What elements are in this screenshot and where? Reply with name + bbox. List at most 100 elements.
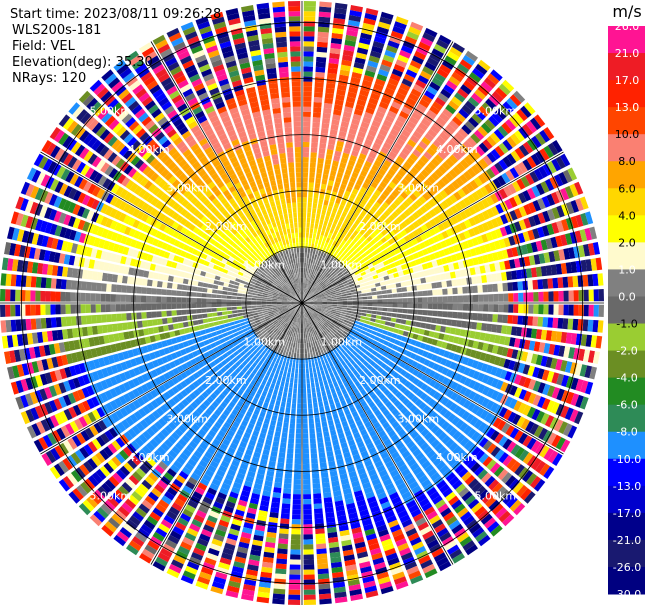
gate-cell xyxy=(303,579,316,585)
gate-cell xyxy=(430,157,440,167)
gate-cell xyxy=(522,190,532,202)
gate-cell xyxy=(407,232,415,240)
gate-cell xyxy=(277,390,283,397)
gate-cell xyxy=(281,396,287,403)
gate-cell xyxy=(314,81,324,88)
gate-cell xyxy=(388,327,395,332)
gate-cell xyxy=(274,431,281,438)
gate-cell xyxy=(292,514,301,520)
gate-cell xyxy=(342,300,348,303)
gate-cell xyxy=(308,342,312,348)
gate-cell xyxy=(313,192,319,199)
gate-cell xyxy=(306,283,310,289)
gate-cell xyxy=(387,168,396,177)
gate-cell xyxy=(360,198,368,206)
gate-cell xyxy=(423,395,432,404)
gate-cell xyxy=(306,283,309,289)
gate-cell xyxy=(329,129,338,136)
gate-cell xyxy=(357,94,368,102)
gate-cell xyxy=(302,423,308,429)
gate-cell xyxy=(299,363,302,369)
gate-cell xyxy=(378,168,387,176)
gate-cell xyxy=(552,453,563,466)
gate-cell xyxy=(320,310,326,314)
gate-cell xyxy=(580,259,588,272)
gate-cell xyxy=(504,199,513,210)
gate-cell xyxy=(434,168,444,178)
gate-cell xyxy=(447,296,453,303)
gate-cell xyxy=(303,16,316,22)
gate-cell xyxy=(372,274,379,280)
gate-cell xyxy=(441,161,451,171)
gate-cell xyxy=(388,151,398,159)
gate-cell xyxy=(326,307,332,310)
gate-cell xyxy=(363,335,370,341)
gate-cell xyxy=(503,185,513,197)
gate-cell xyxy=(578,304,584,317)
gate-cell xyxy=(325,281,331,286)
gate-cell xyxy=(432,363,440,371)
gate-cell xyxy=(477,341,484,351)
gate-cell xyxy=(373,115,383,124)
gate-cell xyxy=(486,135,497,147)
gate-cell xyxy=(428,388,437,397)
gate-cell xyxy=(440,273,446,281)
gate-cell xyxy=(318,376,323,382)
gate-cell xyxy=(423,151,433,161)
gate-cell xyxy=(323,314,329,318)
gate-cell xyxy=(522,404,532,416)
gate-cell xyxy=(400,319,407,325)
gate-cell xyxy=(294,458,302,465)
gate-cell xyxy=(375,286,382,291)
gate-cell xyxy=(306,222,310,228)
gate-cell xyxy=(314,76,325,83)
gate-cell xyxy=(377,232,384,240)
gate-cell xyxy=(446,389,454,399)
gate-cell xyxy=(324,279,330,284)
gate-cell xyxy=(356,239,363,246)
gate-cell xyxy=(395,16,409,26)
gate-cell xyxy=(322,252,327,258)
gate-cell xyxy=(324,92,334,99)
gate-cell xyxy=(427,303,433,310)
gate-cell xyxy=(373,201,381,209)
gate-cell xyxy=(525,268,533,278)
gate-cell xyxy=(512,281,519,291)
gate-cell xyxy=(335,288,341,292)
gate-cell xyxy=(343,218,350,225)
gate-cell xyxy=(324,271,329,277)
gate-cell xyxy=(408,254,415,261)
gate-cell xyxy=(492,314,498,323)
gate-cell xyxy=(552,140,563,153)
gate-cell xyxy=(316,307,322,310)
gate-cell xyxy=(514,258,521,268)
gate-cell xyxy=(284,478,292,484)
gate-cell xyxy=(532,316,539,327)
gate-cell xyxy=(360,121,370,129)
gate-cell xyxy=(322,112,331,119)
gate-cell xyxy=(532,380,541,392)
gate-cell xyxy=(312,117,321,123)
gate-cell xyxy=(407,358,414,366)
gate-cell xyxy=(340,121,350,128)
gate-cell xyxy=(540,265,548,277)
gate-cell xyxy=(318,224,323,230)
gate-cell xyxy=(568,290,574,302)
gate-cell xyxy=(587,319,594,332)
gate-cell xyxy=(426,57,439,67)
gate-cell xyxy=(565,332,573,344)
gate-cell xyxy=(367,303,373,307)
gate-cell xyxy=(302,458,310,465)
gate-cell xyxy=(305,288,309,294)
gate-cell xyxy=(384,87,395,96)
gate-cell xyxy=(538,304,544,315)
gate-cell xyxy=(496,250,504,260)
gate-cell xyxy=(428,268,435,275)
gate-cell xyxy=(355,195,362,203)
gate-cell xyxy=(445,123,456,134)
gate-cell xyxy=(316,278,321,284)
gate-cell xyxy=(312,122,320,128)
gate-cell xyxy=(351,336,357,342)
gate-cell xyxy=(329,256,335,263)
gate-cell xyxy=(384,226,392,233)
